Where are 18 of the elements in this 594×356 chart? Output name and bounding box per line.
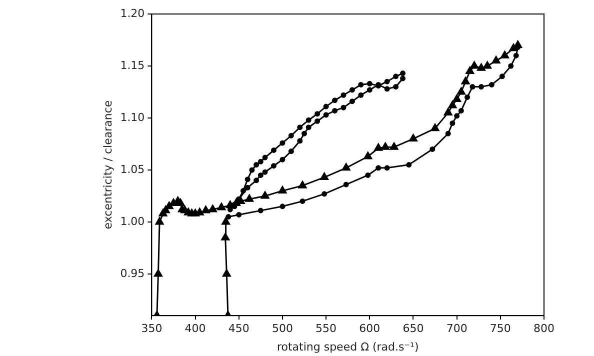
x-tick-label: 600 [359,322,380,336]
y-tick-label: 1.15 [120,58,145,72]
y-tick-label: 1.00 [120,214,145,228]
y-tick-label: 1.20 [120,6,145,20]
x-tick-label: 750 [490,322,511,336]
x-tick-label: 450 [228,322,250,336]
y-tick-label: 0.95 [120,266,145,280]
y-axis-title: excentricity / clearance [101,100,114,230]
x-tick-label: 700 [446,322,468,336]
x-tick-label: 400 [184,322,206,336]
x-tick-label: 800 [534,322,554,336]
x-tick-label: 350 [141,322,162,336]
x-tick-label: 500 [272,322,293,336]
y-tick-label: 1.10 [120,110,145,124]
x-tick-label: 650 [402,322,424,336]
x-tick-label: 550 [316,322,337,336]
x-axis-title: rotating speed Ω (rad.s⁻¹) [276,340,419,354]
y-tick-label: 1.05 [120,162,145,176]
